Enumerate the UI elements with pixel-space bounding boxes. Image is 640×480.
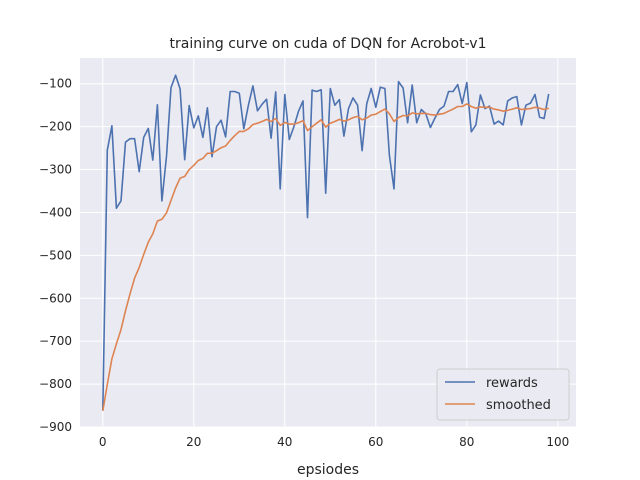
x-tick-label: 60	[368, 435, 383, 449]
y-tick-label: −500	[39, 248, 72, 262]
y-tick-label: −200	[39, 120, 72, 134]
x-tick-label: 20	[186, 435, 201, 449]
y-tick-label: −300	[39, 163, 72, 177]
y-tick-label: −700	[39, 334, 72, 348]
y-tick-label: −800	[39, 377, 72, 391]
x-tick-label: 100	[546, 435, 569, 449]
x-tick-labels: 0 20 40 60 80 100	[99, 435, 569, 449]
series-line-rewards	[102, 74, 550, 411]
series-layer	[102, 74, 550, 411]
y-tick-label: −900	[39, 420, 72, 434]
x-axis-label: epsiodes	[297, 462, 359, 478]
x-tick-label: 0	[99, 435, 107, 449]
y-tick-label: −100	[39, 77, 72, 91]
chart-title: training curve on cuda of DQN for Acrobo…	[170, 36, 487, 52]
y-tick-labels: −900 −800 −700 −600 −500 −400 −300 −200 −100	[39, 77, 72, 434]
x-tick-label: 80	[459, 435, 474, 449]
legend: rewards smoothed	[436, 368, 570, 421]
series-line-smoothed	[102, 103, 549, 411]
legend-label-rewards: rewards	[486, 376, 538, 391]
x-tick-label: 40	[277, 435, 292, 449]
y-tick-label: −600	[39, 291, 72, 305]
legend-label-smoothed: smoothed	[486, 398, 551, 413]
y-tick-label: −400	[39, 205, 72, 219]
